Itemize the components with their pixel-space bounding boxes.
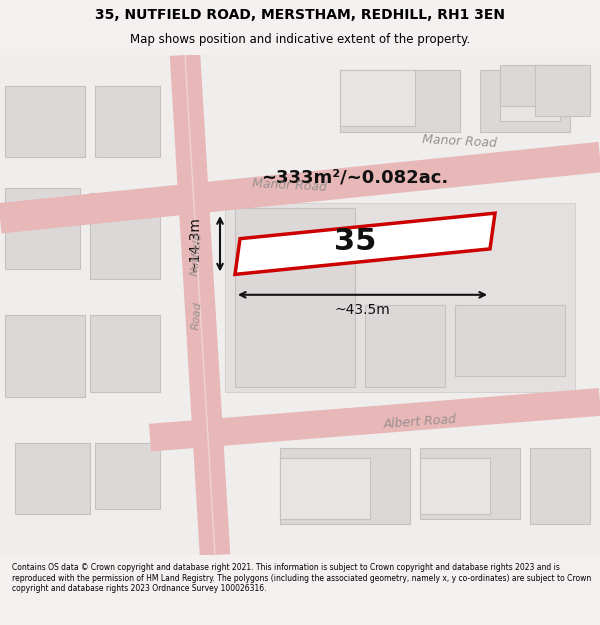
Bar [455, 305, 565, 376]
Polygon shape [235, 213, 495, 274]
Bar [340, 70, 460, 131]
Bar [5, 315, 85, 397]
Text: Manor Road: Manor Road [422, 133, 497, 150]
Text: Manor Road: Manor Road [253, 177, 328, 194]
Bar [530, 448, 590, 524]
Text: ~333m²/~0.082ac.: ~333m²/~0.082ac. [262, 169, 449, 186]
Bar [235, 208, 355, 387]
Text: 35: 35 [334, 228, 376, 256]
Text: Road: Road [191, 301, 203, 330]
Bar [5, 188, 80, 269]
Bar [340, 70, 415, 126]
Bar [15, 442, 90, 514]
Text: ~43.5m: ~43.5m [334, 303, 390, 317]
Bar [535, 65, 590, 116]
Text: Nutfield: Nutfield [190, 232, 204, 276]
Bar [5, 86, 85, 157]
Bar [365, 305, 445, 387]
Bar [500, 76, 560, 121]
Text: ~14.3m: ~14.3m [188, 216, 202, 272]
Bar [280, 458, 370, 519]
Bar [225, 203, 575, 392]
Text: Contains OS data © Crown copyright and database right 2021. This information is : Contains OS data © Crown copyright and d… [12, 563, 591, 593]
Bar [500, 65, 580, 106]
Bar [480, 70, 570, 131]
Text: 35, NUTFIELD ROAD, MERSTHAM, REDHILL, RH1 3EN: 35, NUTFIELD ROAD, MERSTHAM, REDHILL, RH… [95, 8, 505, 22]
Bar [95, 442, 160, 509]
Bar [420, 448, 520, 519]
Bar [90, 192, 160, 279]
Bar [95, 86, 160, 157]
Bar [420, 458, 490, 514]
Bar [90, 315, 160, 392]
Bar [280, 448, 410, 524]
Text: Map shows position and indicative extent of the property.: Map shows position and indicative extent… [130, 33, 470, 46]
Text: Albert Road: Albert Road [383, 413, 457, 431]
